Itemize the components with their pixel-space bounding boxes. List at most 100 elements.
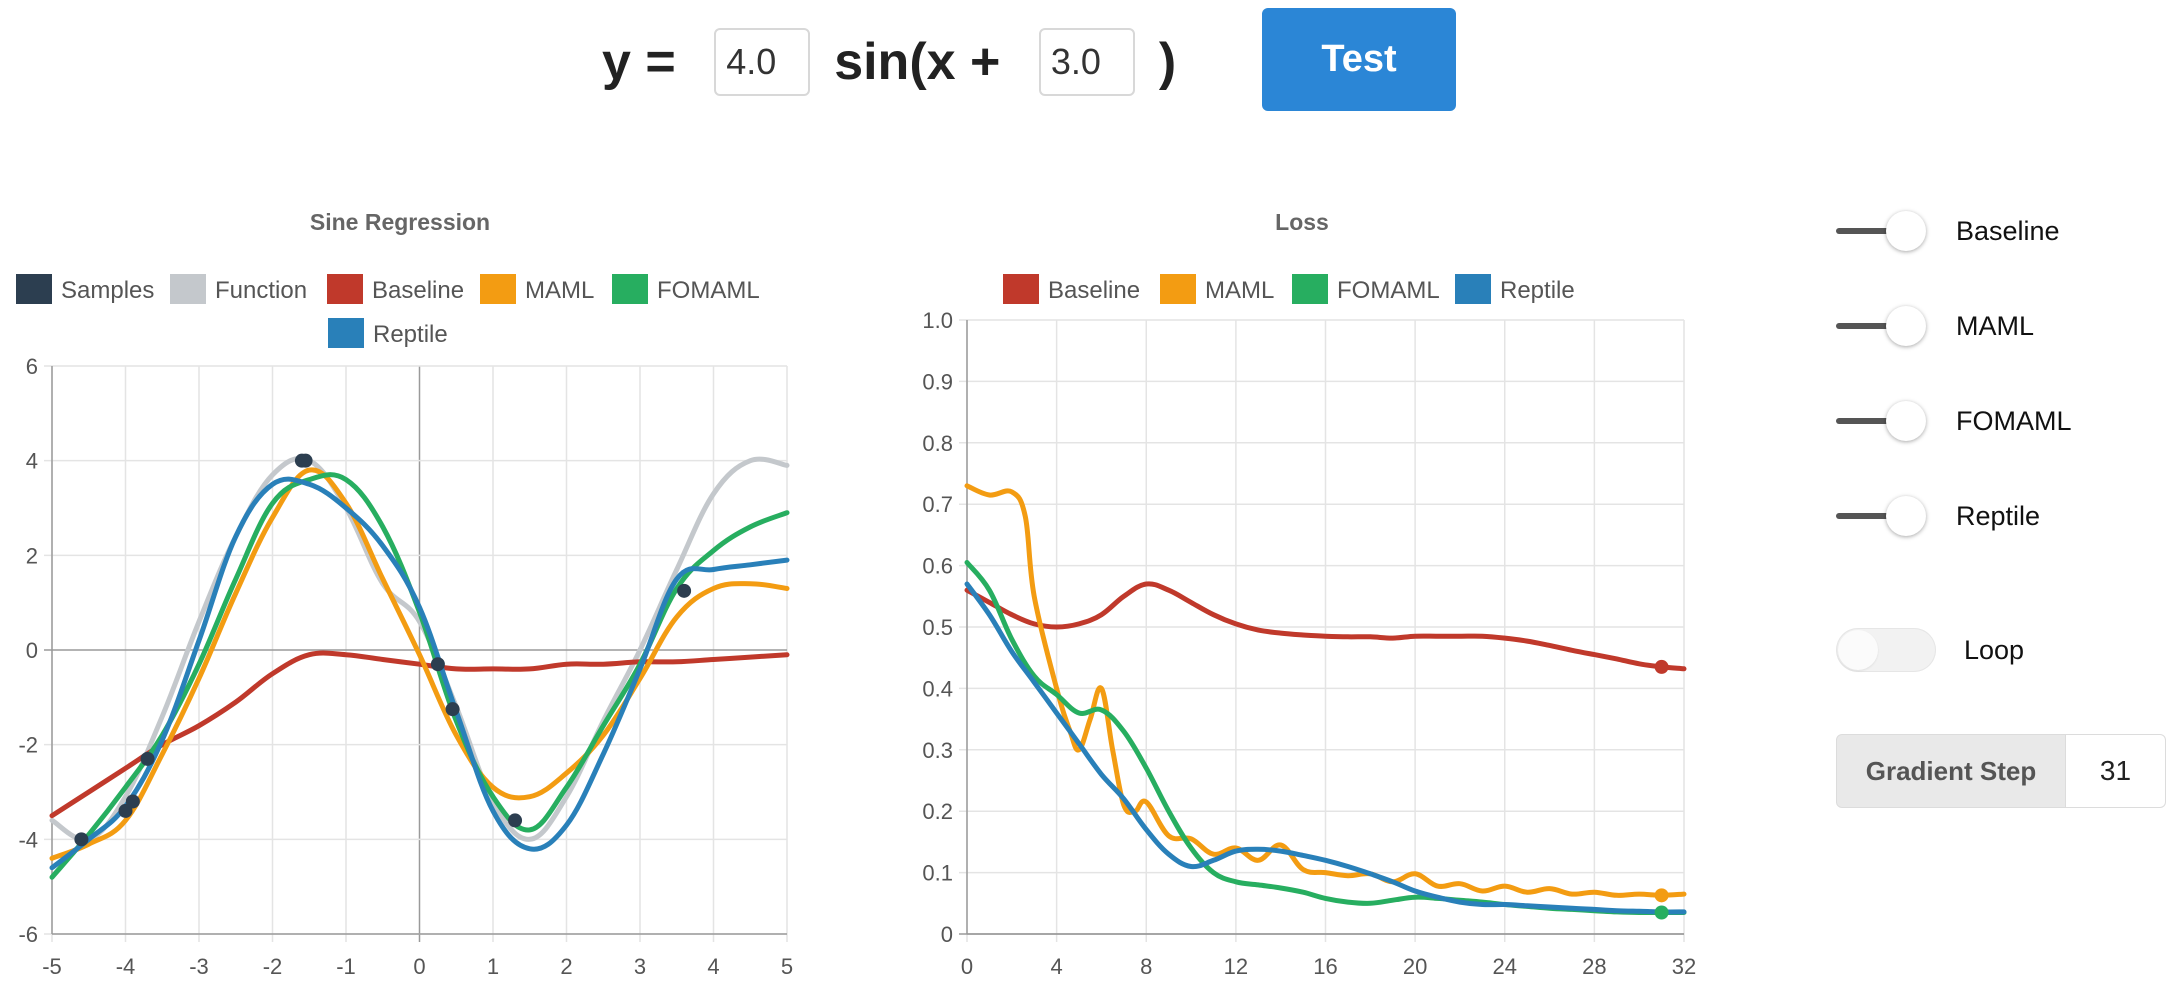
toggle-row-maml[interactable]: MAML (1836, 302, 2034, 350)
y-tick-label: 0.1 (922, 861, 953, 886)
series-line-reptile (49, 476, 790, 871)
y-tick-label: 0.2 (922, 799, 953, 824)
y-tick-label: 0.6 (922, 554, 953, 579)
y-tick-label: -6 (18, 922, 38, 947)
y-tick-label: 0 (26, 638, 38, 663)
chart-title: Loss (1275, 209, 1329, 235)
legend-swatch-baseline (327, 274, 363, 304)
legend-label-maml: MAML (525, 277, 594, 304)
x-tick-label: 0 (961, 954, 973, 979)
maml-toggle[interactable] (1836, 302, 1932, 350)
end-marker-fomaml (1654, 905, 1669, 920)
y-tick-label: 0.4 (922, 676, 953, 701)
x-tick-label: 32 (1672, 954, 1696, 979)
legend-swatch-fomaml (1292, 274, 1328, 304)
y-tick-label: 1.0 (922, 308, 953, 333)
baseline-toggle-label: Baseline (1956, 215, 2060, 246)
legend-label-baseline: Baseline (1048, 277, 1140, 304)
y-tick-label: 4 (26, 449, 38, 474)
x-tick-label: 24 (1493, 954, 1517, 979)
loop-toggle[interactable] (1836, 628, 1936, 672)
legend-label-baseline: Baseline (372, 277, 464, 304)
legend-swatch-function (170, 274, 206, 304)
x-tick-label: 4 (707, 954, 719, 979)
legend-label-function: Function (215, 277, 307, 304)
sample-point (430, 657, 445, 672)
reptile-toggle[interactable] (1836, 492, 1932, 540)
maml-toggle-label: MAML (1956, 310, 2035, 341)
y-tick-label: 0.7 (922, 492, 953, 517)
toggle-row-reptile[interactable]: Reptile (1836, 492, 2040, 540)
toggle-row-loop[interactable]: Loop (1836, 626, 2024, 674)
amplitude-input[interactable] (714, 28, 811, 96)
legend-label-fomaml: FOMAML (1337, 277, 1440, 304)
reptile-toggle-label: Reptile (1956, 500, 2041, 531)
series-line-baseline (964, 581, 1687, 672)
series-line-baseline (49, 650, 790, 819)
baseline-toggle[interactable] (1836, 207, 1932, 255)
toggle-row-fomaml[interactable]: FOMAML (1836, 397, 2072, 445)
sample-point (140, 751, 155, 766)
series-line-reptile (964, 581, 1687, 915)
x-tick-label: 16 (1313, 954, 1337, 979)
y-tick-label: 0.8 (922, 431, 953, 456)
legend-label-fomaml: FOMAML (657, 277, 760, 304)
x-tick-label: -2 (263, 954, 283, 979)
y-tick-label: -4 (18, 827, 38, 852)
equation-sin-text: sin(x + (834, 33, 1015, 91)
x-tick-label: 0 (413, 954, 425, 979)
gradient-step-group: Gradient Step 31 (1836, 734, 2166, 808)
end-marker-baseline (1654, 659, 1669, 674)
x-tick-label: 3 (634, 954, 646, 979)
sample-point (445, 702, 460, 717)
toggle-row-baseline[interactable]: Baseline (1836, 207, 2060, 255)
gradient-step-label: Gradient Step (1836, 734, 2066, 808)
test-button[interactable]: Test (1262, 8, 1456, 111)
sample-point (118, 803, 133, 818)
charts-canvas: Sine Regression Samples Function Baseline MA… (16, 209, 1696, 979)
legend-swatch-reptile (328, 318, 364, 348)
y-tick-label: 0 (941, 922, 953, 947)
x-tick-label: 5 (781, 954, 793, 979)
sample-point (508, 813, 523, 828)
y-tick-label: 0.9 (922, 369, 953, 394)
x-tick-label: -4 (116, 954, 136, 979)
gradient-step-input[interactable]: 31 (2066, 734, 2166, 808)
series-line-function (49, 455, 790, 843)
x-tick-label: 12 (1224, 954, 1248, 979)
legend-swatch-fomaml (612, 274, 648, 304)
loop-toggle-label: Loop (1964, 634, 2025, 665)
x-tick-label: 8 (1140, 954, 1152, 979)
legend-swatch-samples (16, 274, 52, 304)
x-tick-label: 4 (1051, 954, 1063, 979)
y-tick-label: -2 (18, 733, 38, 758)
legend-swatch-reptile (1455, 274, 1491, 304)
end-marker-maml (1654, 888, 1669, 903)
x-tick-label: 20 (1403, 954, 1427, 979)
x-tick-label: 2 (560, 954, 572, 979)
x-tick-label: 28 (1582, 954, 1606, 979)
y-tick-label: 0.5 (922, 615, 953, 640)
sample-point (74, 832, 89, 847)
x-tick-label: 1 (487, 954, 499, 979)
y-tick-label: 2 (26, 543, 38, 568)
legend-label-reptile: Reptile (373, 321, 448, 348)
fomaml-toggle[interactable] (1836, 397, 1932, 445)
sample-point (298, 453, 313, 468)
legend-label-maml: MAML (1205, 277, 1274, 304)
y-tick-label: 6 (26, 354, 38, 379)
sample-point (677, 583, 692, 598)
x-tick-label: -3 (189, 954, 209, 979)
legend-swatch-maml (1160, 274, 1196, 304)
legend-swatch-baseline (1003, 274, 1039, 304)
legend-label-reptile: Reptile (1500, 277, 1575, 304)
x-tick-label: -5 (42, 954, 62, 979)
equation-bar: y = sin(x + ) (602, 20, 1176, 104)
equation-close-paren: ) (1158, 33, 1177, 91)
legend-label-samples: Samples (61, 277, 154, 304)
chart-title: Sine Regression (310, 209, 490, 235)
phase-input[interactable] (1038, 28, 1135, 96)
y-tick-label: 0.3 (922, 738, 953, 763)
sample-point (125, 794, 140, 809)
x-tick-label: -1 (336, 954, 356, 979)
